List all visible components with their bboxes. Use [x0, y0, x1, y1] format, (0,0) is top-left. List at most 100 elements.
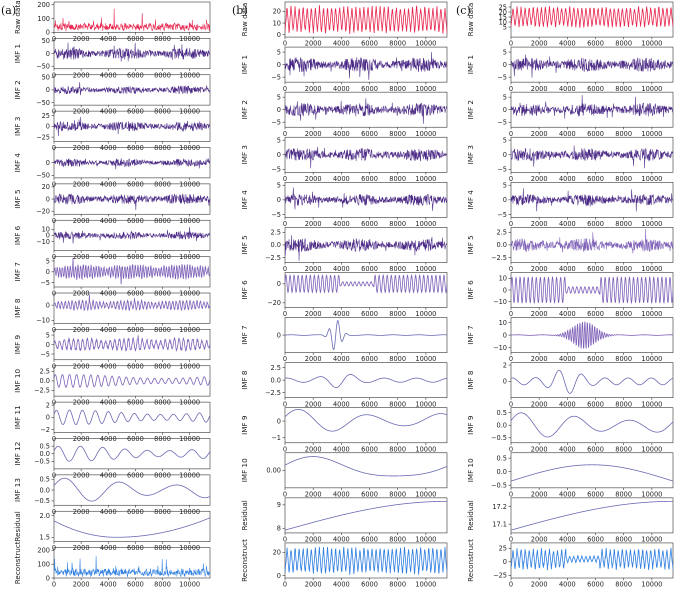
y-tick-label: 0	[277, 31, 281, 39]
subplot-imf-4: IMF 450−50 2000 4000 6000 8000 10000	[466, 182, 674, 228]
x-tick-label: 4000	[100, 253, 117, 261]
y-axis-label: IMF 2	[13, 80, 22, 99]
x-tick-label: 2000	[73, 180, 90, 188]
x-tick-label: 8000	[389, 40, 406, 48]
x-tick-label: 0	[283, 175, 287, 183]
y-tick-label: 200	[37, 1, 50, 9]
subplot-imf-7: IMF 750−50 2000 4000 6000 8000 10000	[13, 256, 211, 298]
x-tick-label: 4000	[333, 220, 350, 228]
series-line	[54, 116, 210, 137]
x-tick-label: 6000	[361, 400, 378, 408]
x-tick-label: 10000	[415, 490, 436, 498]
subplot-residual: Residual 17.2 17.10 2000 4000 6000 8000 10000	[466, 497, 674, 544]
x-tick-label: 8000	[154, 471, 171, 479]
y-tick-label: 0	[46, 123, 50, 131]
y-tick-label: 5	[277, 182, 281, 190]
y-axis-label: IMF 1	[240, 55, 249, 74]
x-tick-label: 0	[283, 490, 287, 498]
y-tick-label: 20	[273, 8, 281, 16]
x-tick-label: 4000	[559, 400, 576, 408]
x-tick-label: 2000	[73, 71, 90, 79]
x-tick-label: 6000	[127, 581, 144, 589]
y-tick-label: 0	[277, 61, 281, 69]
y-tick-label: 0	[277, 280, 281, 288]
x-tick-label: 6000	[361, 130, 378, 138]
x-tick-label: 2000	[73, 544, 90, 552]
x-tick-label: 10000	[415, 445, 436, 453]
series-line	[285, 546, 447, 575]
y-tick-label: 5	[503, 136, 507, 144]
series-line	[54, 477, 210, 502]
y-tick-label: 0	[503, 378, 507, 386]
y-tick-label: 0.0	[271, 241, 282, 249]
y-tick-label: 0	[277, 151, 281, 159]
subplot-imf-10: IMF 10 2.50.0−2.50 2000 4000 6000 8000 10000	[13, 365, 211, 407]
y-tick-label: −10	[493, 344, 507, 352]
axes-frame	[510, 1, 674, 38]
x-tick-label: 0	[509, 175, 513, 183]
y-tick-label: 100	[37, 560, 50, 568]
x-tick-label: 8000	[154, 144, 171, 152]
y-axis-label: IMF 5	[240, 235, 249, 254]
x-tick-label: 8000	[154, 108, 171, 116]
y-axis-label: IMF 2	[240, 100, 249, 119]
y-tick-label: −5	[497, 211, 507, 219]
y-tick-label: 2.0	[40, 512, 51, 520]
x-tick-label: 8000	[389, 175, 406, 183]
x-tick-label: 6000	[127, 435, 144, 443]
y-tick-label: 0	[503, 558, 507, 566]
x-tick-label: 2000	[73, 508, 90, 516]
series-line	[54, 158, 210, 170]
x-tick-label: 0	[283, 536, 287, 544]
y-tick-label: −10	[493, 298, 507, 306]
x-tick-label: 2000	[73, 144, 90, 152]
x-tick-label: 4000	[559, 85, 576, 93]
y-axis-label: IMF 3	[240, 145, 249, 164]
x-tick-label: 2000	[73, 399, 90, 407]
subplot-imf-2: IMF 250−50 2000 4000 6000 8000 10000	[240, 91, 448, 138]
x-tick-label: 6000	[587, 445, 604, 453]
y-axis-label: Reconstruct	[240, 539, 249, 582]
x-tick-label: 2000	[73, 290, 90, 298]
x-tick-label: 6000	[127, 290, 144, 298]
y-tick-label: −2.5	[34, 387, 50, 395]
x-tick-label: 6000	[587, 175, 604, 183]
series-line	[285, 5, 447, 34]
subplot-imf-6: IMF 6 0−200 2000 4000 6000 8000 10000	[240, 272, 448, 318]
x-tick-label: 4000	[100, 435, 117, 443]
x-tick-label: 6000	[127, 544, 144, 552]
series-line	[285, 409, 447, 432]
y-tick-label: 5	[503, 182, 507, 190]
x-tick-label: 6000	[361, 85, 378, 93]
subplot-imf-3: IMF 350−50 2000 4000 6000 8000 10000	[466, 136, 674, 183]
x-tick-label: 10000	[179, 435, 200, 443]
x-tick-label: 6000	[587, 85, 604, 93]
x-tick-label: 8000	[615, 310, 632, 318]
series-line	[285, 374, 447, 388]
axes-frame	[53, 547, 211, 579]
series-line	[511, 6, 673, 28]
y-tick-label: 50	[42, 74, 50, 82]
y-axis-label: IMF 13	[13, 478, 22, 502]
subplot-imf-8: IMF 8 2 0 0 2000 4000 6000 8000 10000	[466, 361, 674, 408]
x-tick-label: 6000	[127, 217, 144, 225]
series-line	[54, 374, 210, 388]
y-tick-label: 20	[273, 549, 281, 557]
series-line	[511, 188, 673, 212]
x-tick-label: 6000	[127, 399, 144, 407]
x-tick-label: 2000	[531, 355, 548, 363]
x-tick-label: 2000	[531, 175, 548, 183]
y-tick-label: 0.0	[40, 450, 51, 458]
x-tick-label: 0	[509, 40, 513, 48]
x-tick-label: 10000	[179, 581, 200, 589]
y-axis-label: IMF 9	[466, 415, 475, 435]
axes-frame	[284, 542, 448, 579]
y-tick-label: 0	[277, 417, 281, 425]
x-tick-label: 10000	[641, 220, 662, 228]
x-tick-label: 6000	[361, 310, 378, 318]
x-tick-label: 2000	[305, 536, 322, 544]
y-tick-label: 0.0	[271, 376, 282, 384]
x-tick-label: 6000	[127, 35, 144, 43]
